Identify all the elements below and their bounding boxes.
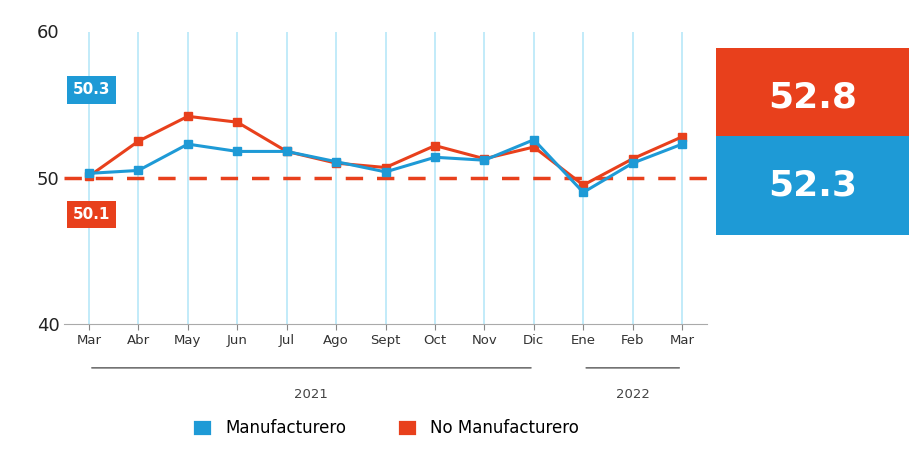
Text: 52.3: 52.3 — [768, 168, 856, 202]
Text: 2021: 2021 — [295, 388, 329, 401]
Text: 2022: 2022 — [616, 388, 650, 401]
Text: 50.1: 50.1 — [73, 207, 110, 222]
Text: 52.8: 52.8 — [768, 80, 856, 114]
Text: 50.3: 50.3 — [73, 82, 110, 98]
Legend: Manufacturero, No Manufacturero: Manufacturero, No Manufacturero — [192, 419, 579, 437]
